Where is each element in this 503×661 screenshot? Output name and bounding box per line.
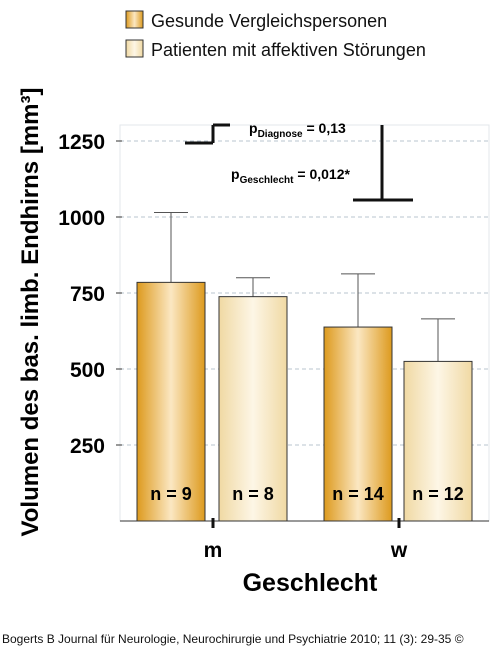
x-category-label-w: w: [390, 539, 408, 562]
y-tick-label-1000: 1000: [58, 207, 105, 230]
n-label-s2-m: n = 8: [232, 484, 274, 504]
x-axis-title: Geschlecht: [243, 569, 378, 597]
legend-swatch-series-2: [125, 39, 144, 58]
bars: n = 9 n = 14 n = 8 n = 12: [136, 211, 473, 522]
source-credit: Bogerts B Journal für Neurologie, Neuroc…: [2, 632, 464, 646]
y-axis-title: Volumen des bas. limb. Endhirns [mm³]: [17, 88, 44, 537]
p-value-diagnose: pDiagnose = 0,13: [249, 120, 346, 140]
grid-lines: [120, 140, 489, 446]
y-tick-labels: 250 500 750 1000 1250: [58, 131, 122, 458]
y-tick-label-750: 750: [70, 283, 105, 306]
n-label-s1-w: n = 14: [332, 484, 384, 504]
legend-label-series-2: Patienten mit affektiven Störungen: [151, 40, 426, 60]
p-value-geschlecht: pGeschlecht = 0,012*: [231, 166, 350, 186]
y-tick-label-1250: 1250: [58, 131, 105, 154]
y-tick-label-500: 500: [70, 359, 105, 382]
x-category-label-m: m: [204, 539, 223, 562]
legend-label-series-1: Gesunde Vergleichspersonen: [151, 11, 387, 31]
significance-bracket-geschlecht: [353, 125, 413, 202]
legend: Gesunde Vergleichspersonen Patienten mit…: [125, 10, 426, 60]
n-label-s2-w: n = 12: [412, 484, 464, 504]
y-tick-label-250: 250: [70, 435, 105, 458]
n-label-s1-m: n = 9: [150, 484, 192, 504]
bar-s2-m: [218, 296, 288, 522]
bar-s1-w: [323, 326, 393, 522]
legend-swatch-series-1: [125, 10, 144, 29]
bar-s2-w: [403, 360, 473, 522]
bar-s1-m: [136, 281, 206, 522]
significance-bracket-diagnose: [185, 123, 230, 145]
